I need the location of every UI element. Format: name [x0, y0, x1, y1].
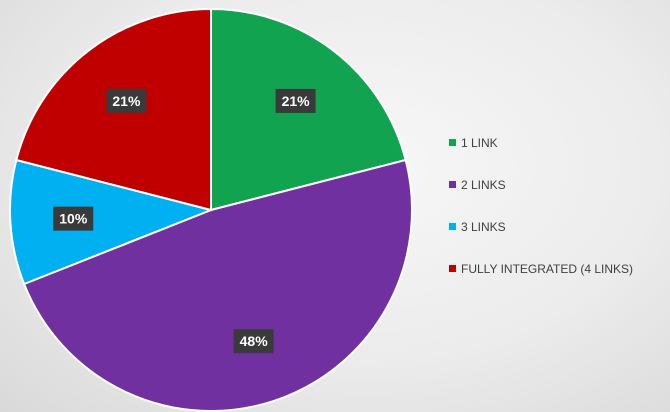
pie-data-labels: 21% 48% 10% 21% [53, 88, 316, 354]
legend-swatch [449, 265, 456, 272]
data-label-box [233, 329, 274, 354]
data-label-text: 10% [59, 211, 88, 227]
pie-slice-2-links [22, 158, 413, 412]
data-label-3-links: 10% [53, 206, 94, 231]
legend-item-3-links: 3 LINKS [449, 220, 506, 234]
legend-item-fully-integrated-4-links: FULLY INTEGRATED (4 LINKS) [449, 262, 633, 276]
data-label-box [275, 88, 316, 113]
legend-label: FULLY INTEGRATED (4 LINKS) [461, 262, 633, 276]
legend-label: 2 LINKS [461, 178, 506, 192]
legend-swatch [449, 223, 456, 230]
data-label-text: 48% [240, 333, 269, 349]
legend-swatch [449, 139, 456, 146]
legend-item-1-link: 1 LINK [449, 136, 498, 150]
legend-label: 3 LINKS [461, 220, 506, 234]
pie-slice-3-links [9, 158, 215, 286]
data-label-text: 21% [282, 93, 311, 109]
data-label-2-links: 48% [233, 329, 274, 354]
data-label-text: 21% [112, 93, 141, 109]
chart-legend: 1 LINK 2 LINKS 3 LINKS FULLY INTEGRATED (4 … [449, 136, 633, 276]
data-label-fully-integrated-4-links: 21% [106, 88, 147, 113]
data-label-box [53, 206, 94, 231]
pie-slices [9, 7, 413, 412]
data-label-1-link: 21% [275, 88, 316, 113]
legend-swatch [449, 181, 456, 188]
data-label-box [106, 88, 147, 113]
legend-item-2-links: 2 LINKS [449, 178, 506, 192]
legend-label: 1 LINK [461, 136, 498, 150]
